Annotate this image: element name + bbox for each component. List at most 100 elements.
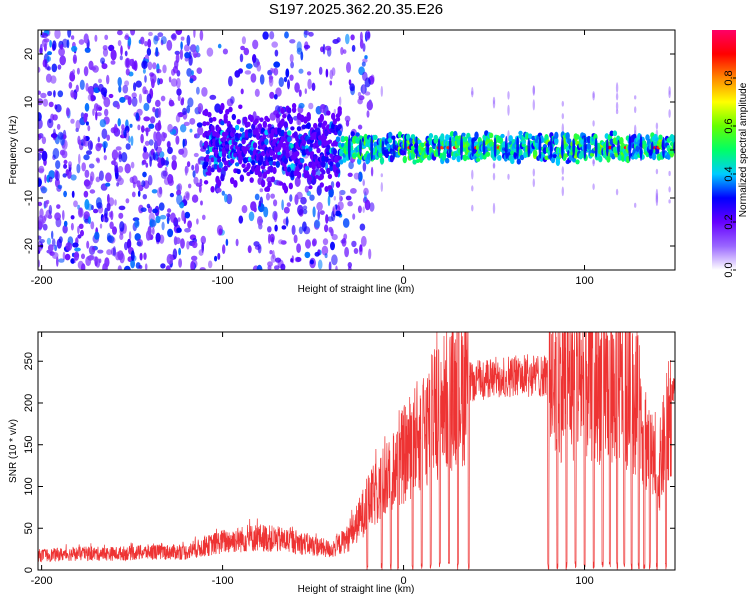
- spectrogram-cell: [294, 194, 299, 206]
- spectrogram-cell: [471, 86, 474, 98]
- spectrogram-cell: [628, 133, 632, 162]
- spectrogram-cell: [68, 161, 72, 168]
- spectrogram-cell: [316, 147, 321, 154]
- spectrogram-cell: [359, 139, 362, 157]
- spectrogram-cell: [532, 85, 535, 96]
- spectrogram-cell: [312, 238, 317, 247]
- spectrogram-cell: [77, 234, 82, 239]
- spectrogram-cell: [166, 39, 173, 51]
- spectrogram-cell: [106, 74, 110, 85]
- spectrogram-cell: [615, 109, 619, 115]
- spectrogram-cell: [332, 39, 340, 44]
- spectrogram-cell: [96, 112, 102, 117]
- spectrogram-cell: [592, 92, 595, 101]
- spectrogram-cell: [497, 155, 502, 161]
- spectrogram-cell: [157, 187, 163, 198]
- spectrogram-cell: [108, 93, 114, 99]
- spectrogram-cell: [285, 152, 290, 159]
- spectrogram-cell: [55, 160, 61, 170]
- spectrogram-cell: [304, 185, 309, 193]
- spectrogram-cell: [83, 179, 91, 187]
- spectrogram-cell: [563, 153, 569, 158]
- spectrogram-cell: [38, 152, 42, 161]
- spectrogram-cell: [357, 124, 363, 130]
- spectrogram-cell: [63, 159, 68, 165]
- spectrogram-cell: [143, 102, 150, 112]
- x-tick-label: -100: [212, 575, 234, 587]
- spectrogram-cell: [48, 101, 54, 108]
- spectrogram-cell: [348, 161, 354, 170]
- spectrogram-cell: [312, 206, 316, 218]
- spectrogram-cell: [325, 68, 329, 78]
- spectrogram-cell: [186, 68, 193, 77]
- spectrogram-cell: [275, 87, 282, 97]
- spectrogram-cell: [348, 79, 352, 86]
- spectrogram-cell: [241, 139, 246, 145]
- spectrogram-cell: [78, 39, 85, 45]
- spectrogram-cell: [175, 237, 181, 245]
- spectrogram-cell: [592, 158, 595, 167]
- spectrogram-cell: [224, 193, 228, 203]
- spectrogram-cell: [440, 133, 445, 142]
- spectrogram-cell: [300, 51, 304, 61]
- spectrogram-cell: [68, 81, 73, 89]
- spectrogram-cell: [259, 188, 264, 193]
- spectrogram-cell: [233, 141, 238, 146]
- spectrogram-cell: [426, 140, 430, 156]
- spectrogram-cell: [218, 228, 223, 235]
- spectrogram-cell: [226, 193, 233, 205]
- spectrogram-cell: [265, 185, 271, 192]
- spectrogram-cell: [460, 134, 463, 161]
- spectrogram-cell: [189, 78, 194, 84]
- spectrogram-cell: [50, 133, 58, 139]
- spectrogram-cell: [311, 82, 316, 92]
- spectrogram-cell: [196, 218, 199, 225]
- spectrogram-cell: [542, 144, 548, 149]
- spectrogram-cell: [561, 123, 564, 134]
- spectrogram-cell: [210, 186, 215, 193]
- spectrogram-cell: [357, 91, 362, 97]
- spectrogram-cell: [184, 228, 191, 233]
- spectrogram-cell: [575, 159, 580, 165]
- spectrogram-cell: [59, 44, 64, 50]
- spectrogram-cell: [349, 83, 355, 92]
- spectrogram-cell: [209, 94, 217, 100]
- spectrogram-cell: [176, 88, 182, 96]
- spectrogram-cell: [343, 233, 348, 240]
- spectrogram-cell: [147, 61, 153, 71]
- spectrogram-cell: [275, 113, 280, 119]
- spectrogram-cell: [141, 60, 148, 69]
- spectrogram-cell: [287, 107, 292, 114]
- spectrogram-cell: [134, 219, 140, 228]
- spectrogram-cell: [668, 86, 671, 95]
- spectrogram-cell: [121, 152, 128, 163]
- spectrogram-cell: [235, 238, 239, 247]
- spectrogram-cell: [236, 168, 241, 175]
- spectrogram-cell: [364, 55, 368, 60]
- spectrogram-cell: [98, 78, 102, 84]
- spectrogram-cell: [322, 238, 329, 246]
- spectrogram-cell: [306, 114, 311, 122]
- spectrogram-cell: [144, 140, 150, 146]
- spectrogram-cell: [175, 135, 180, 145]
- spectrogram-cell: [124, 241, 128, 251]
- spectrogram-cell: [177, 183, 183, 192]
- spectrogram-cell: [260, 179, 266, 188]
- spectrogram-cell: [324, 224, 329, 233]
- spectrogram-cell: [38, 66, 41, 73]
- spectrogram-cell: [294, 176, 301, 187]
- spectrogram-cell: [51, 63, 58, 73]
- spectrogram-cell: [44, 174, 47, 184]
- spectrogram-cell: [345, 195, 352, 201]
- spectrogram-cell: [112, 246, 116, 257]
- spectrogram-cell: [88, 163, 95, 169]
- spectrogram-cell: [124, 125, 130, 133]
- spectrogram-cell: [256, 64, 262, 72]
- spectrogram-cell: [298, 89, 302, 97]
- spectrogram-cell: [165, 265, 171, 270]
- y-tick-label: 250: [23, 352, 35, 370]
- spectrogram-cell: [639, 134, 643, 162]
- spectrogram-cell: [47, 66, 51, 71]
- spectrogram-cell: [290, 163, 295, 170]
- spectrogram-cell: [83, 112, 88, 123]
